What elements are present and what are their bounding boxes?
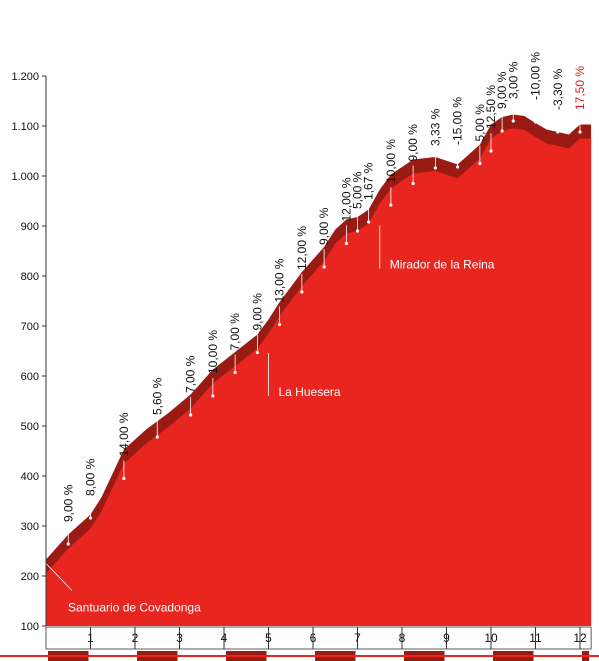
grade-marker-dot [66, 542, 70, 546]
grade-marker-dot [389, 203, 393, 207]
grade-label: 13,00 % [273, 258, 287, 302]
grade-label: 9,00 % [317, 207, 331, 245]
x-tick-label: 2 [132, 631, 139, 645]
grade-marker-dot [478, 161, 482, 166]
landmark-label: Santuario de Covadonga [68, 601, 201, 615]
grade-marker-dot [122, 476, 126, 481]
bottom-rule [0, 655, 599, 657]
grade-marker-dot [278, 322, 282, 327]
grade-marker-dot [322, 265, 326, 269]
y-tick-label: 100 [21, 621, 39, 633]
grade-marker-dot [255, 350, 259, 355]
x-tick-label: 12 [573, 631, 587, 645]
x-axis: 1 2 3 4 5 6 7 8 9 10 11 12 [0, 626, 599, 661]
y-tick-label: 400 [21, 471, 39, 483]
grade-marker-dot [189, 413, 193, 417]
grade-marker-dot [500, 129, 504, 133]
grade-label: 8,00 % [84, 458, 98, 496]
grade-label: 5,60 % [150, 377, 164, 415]
grade-marker-dot [367, 220, 371, 224]
x-tick-label: 4 [221, 631, 228, 645]
grade-marker-dot [411, 181, 415, 186]
grade-label: 10,00 % [206, 330, 220, 374]
grade-label: 12,00 % [295, 226, 309, 270]
grade-label: 5,00 % [351, 171, 365, 209]
grade-marker-dot [489, 149, 493, 153]
profile-fill-layer [46, 128, 592, 626]
grade-label: 7,00 % [184, 355, 198, 393]
y-tick-label: 800 [21, 271, 39, 283]
landmark-leader [45, 563, 73, 591]
grade-label: 3,00 % [506, 61, 520, 99]
grade-marker-dot [556, 130, 560, 134]
landmark-label: La Huesera [279, 385, 341, 399]
x-tick-label: 11 [529, 631, 542, 645]
x-tick-label: 5 [265, 631, 272, 645]
grade-labels: 9,00 % 8,00 % 14,00 % 5,60 % 7,00 % 10,00 % 7,… [61, 52, 587, 522]
grade-marker-dot [533, 120, 538, 124]
grade-label: 9,00 % [61, 484, 75, 522]
grade-marker-dot [511, 119, 515, 123]
grade-marker-dot [433, 166, 437, 170]
y-axis: 100 200 300 400 500 600 700 800 900 1.000 1.100 1.2… [11, 71, 47, 633]
grade-label: -15,00 % [451, 97, 465, 145]
grade-label: -3,30 % [551, 68, 565, 110]
grade-marker-dot [155, 435, 159, 439]
y-tick-label: 500 [21, 421, 39, 433]
x-tick-label: 8 [399, 631, 406, 645]
x-tick-label: 7 [354, 631, 361, 645]
y-tick-label: 1.200 [11, 71, 39, 83]
grade-label: 9,00 % [250, 293, 264, 331]
grade-marker-dot [233, 370, 237, 375]
grade-marker-dot [456, 165, 460, 169]
y-tick-label: 300 [21, 521, 39, 533]
km-bar [45, 626, 592, 650]
y-tick-label: 900 [21, 221, 39, 233]
grade-label: 14,00 % [117, 412, 131, 456]
grade-marker-dot [355, 229, 360, 233]
grade-marker-dot [578, 130, 582, 134]
grade-label: -10,00 % [529, 52, 543, 100]
leader-lines-layer [45, 103, 582, 591]
grade-marker-dot [300, 290, 304, 294]
grade-label: 9,00 % [406, 124, 420, 162]
grade-label: 1,67 % [362, 162, 376, 200]
profile-area [46, 128, 592, 626]
grade-label: 9,00 % [495, 71, 509, 109]
x-tick-label: 1 [87, 631, 94, 645]
grade-label: 12,50 % [484, 85, 498, 129]
x-tick-label: 10 [484, 631, 498, 645]
grade-marker-dot [211, 394, 215, 398]
y-tick-label: 1.100 [11, 121, 39, 133]
grade-label: 10,00 % [384, 139, 398, 183]
y-tick-label: 700 [21, 321, 39, 333]
grade-label: 5,00 % [473, 104, 487, 142]
grade-label: 12,00 % [339, 177, 353, 221]
x-tick-label: 3 [176, 631, 183, 645]
grade-label: 7,00 % [228, 313, 242, 351]
y-tick-label: 600 [21, 371, 39, 383]
landmark-label: Mirador de la Reina [390, 258, 495, 272]
grade-label: 17,50 % [573, 66, 587, 110]
x-tick-label: 6 [310, 631, 317, 645]
grade-marker-dot [88, 516, 93, 520]
landmark-labels: Santuario de Covadonga La Huesera Mirador … [68, 258, 495, 615]
x-tick-label: 9 [443, 631, 450, 645]
y-tick-label: 1.000 [11, 171, 39, 183]
grade-marker-dot [344, 241, 348, 246]
grade-label: 3,33 % [428, 108, 442, 146]
y-tick-label: 200 [21, 571, 39, 583]
